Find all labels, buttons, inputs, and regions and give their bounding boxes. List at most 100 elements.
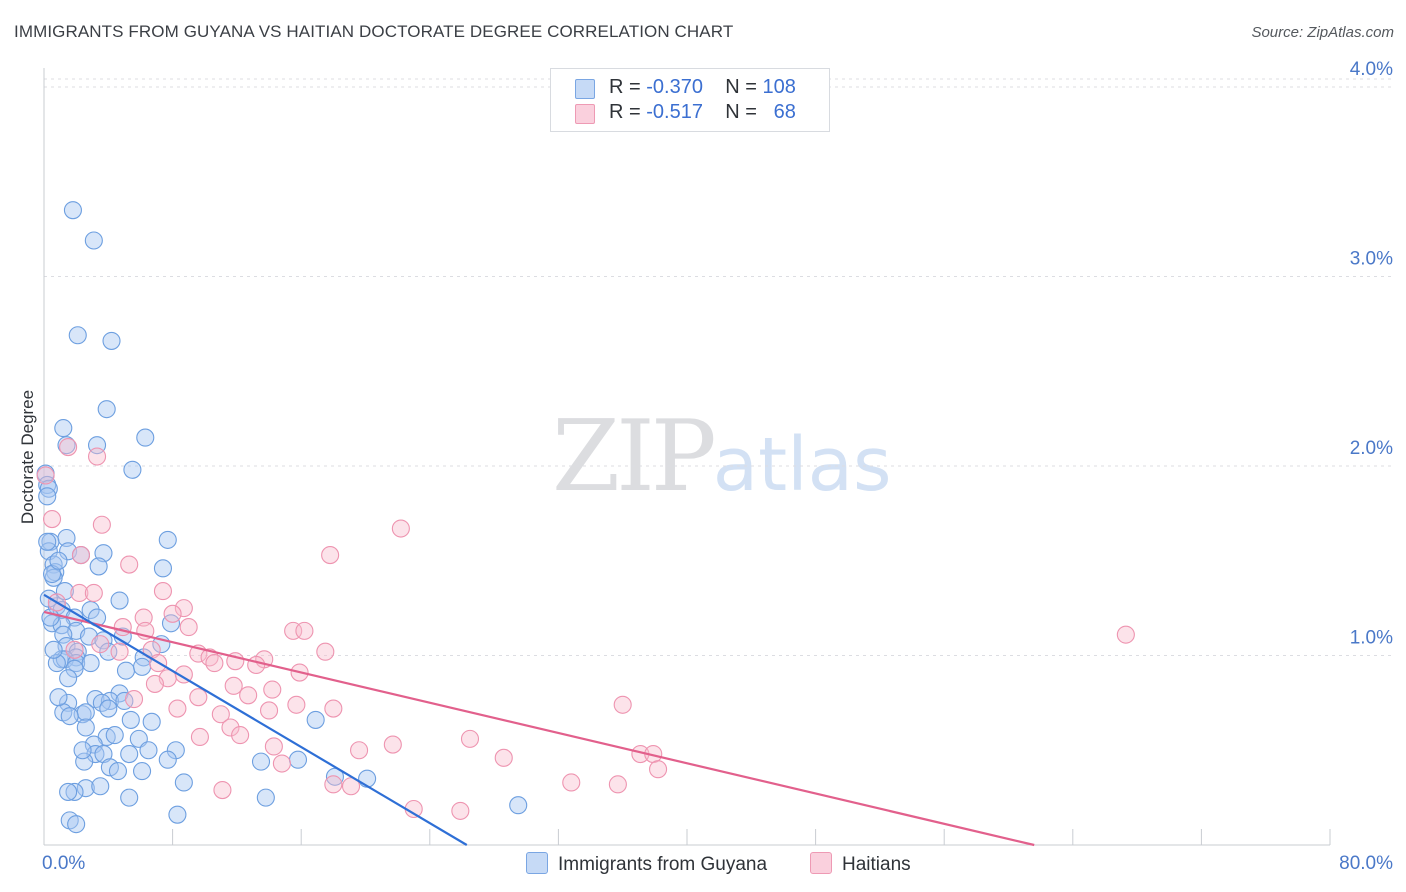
guyana-point	[89, 557, 108, 576]
haitians-point	[649, 760, 668, 779]
haitians-point	[145, 674, 164, 693]
guyana-point	[102, 331, 121, 350]
x-tick-label-min: 0.0%	[42, 853, 85, 874]
haitians-point	[224, 676, 243, 695]
guyana-point	[168, 805, 187, 824]
bottom-legend-haitians[interactable]: Haitians	[810, 852, 911, 876]
guyana-point	[73, 741, 92, 760]
guyana-point	[81, 654, 100, 673]
haitians-point	[189, 688, 208, 707]
guyana-point	[84, 735, 103, 754]
haitians-point	[91, 635, 110, 654]
haitians-point	[287, 695, 306, 714]
haitians-point	[494, 748, 513, 767]
haitians-point	[92, 515, 111, 534]
haitians-point	[324, 775, 343, 794]
haitians-point	[324, 699, 343, 718]
guyana-point	[44, 640, 63, 659]
series-guyana-points	[36, 201, 528, 834]
guyana-point	[121, 710, 140, 729]
haitians-point	[562, 773, 581, 792]
label-layer: 1.0% 2.0% 3.0% 4.0% 0.0% 80.0% Doctorate Degre…	[18, 59, 1393, 874]
source-credit: Source: ZipAtlas.com	[1251, 24, 1394, 41]
chart-title: IMMIGRANTS FROM GUYANA VS HAITIAN DOCTOR…	[14, 22, 734, 41]
haitians-point	[84, 583, 103, 603]
guyana-point	[306, 710, 325, 729]
haitians-point	[179, 618, 198, 637]
haitians-point	[71, 546, 91, 565]
x-tick-label-max: 80.0%	[1339, 853, 1393, 874]
guyana-point	[158, 530, 177, 549]
guyana-point	[47, 654, 66, 673]
haitians-point	[221, 718, 240, 737]
axis-layer	[43, 68, 1331, 846]
guyana-point	[76, 718, 95, 737]
legend-swatch-guyana	[575, 79, 595, 99]
haitians-point	[247, 655, 266, 675]
watermark-atlas: atlas	[712, 422, 892, 508]
grid-layer	[44, 78, 1392, 656]
guyana-point	[49, 688, 68, 707]
guyana-point	[59, 693, 78, 712]
guyana-point	[91, 777, 110, 796]
haitians-trend-line	[43, 610, 1035, 847]
haitians-point	[259, 701, 279, 720]
haitians-point	[1116, 625, 1135, 644]
haitians-point	[190, 727, 209, 747]
haitians-point	[36, 466, 55, 485]
haitians-point	[460, 729, 480, 748]
guyana-point	[251, 752, 271, 771]
guyana-point	[65, 782, 84, 801]
bottom-legend-swatch-guyana	[526, 852, 548, 874]
bottom-legend-guyana[interactable]: Immigrants from Guyana	[526, 852, 767, 876]
haitians-point	[321, 546, 340, 565]
guyana-point	[76, 779, 95, 798]
legend-n-haitians: 68	[773, 101, 796, 123]
guyana-point	[153, 559, 173, 578]
guyana-point	[84, 231, 103, 250]
y-axis-label: Doctorate Degree	[18, 390, 37, 524]
guyana-point	[54, 419, 73, 438]
haitians-point	[213, 780, 232, 800]
guyana-point	[133, 762, 152, 781]
watermark: ZIPatlas	[552, 400, 892, 514]
guyana-point	[288, 750, 308, 769]
guyana-point	[358, 769, 377, 788]
guyana-point	[76, 703, 95, 722]
legend-swatch-haitians	[575, 104, 595, 124]
guyana-point	[161, 614, 181, 633]
haitians-point	[59, 437, 78, 457]
guyana-point	[99, 699, 118, 718]
haitians-point	[350, 741, 369, 760]
legend-r-guyana: -0.370	[646, 76, 703, 98]
guyana-point	[133, 657, 152, 676]
guyana-point	[105, 726, 124, 745]
guyana-point	[67, 815, 86, 834]
haitians-point	[383, 735, 402, 754]
guyana-point	[256, 788, 275, 807]
haitians-point	[200, 648, 219, 667]
haitians-point	[120, 555, 139, 574]
haitians-point	[264, 737, 283, 756]
haitians-point	[451, 801, 470, 820]
haitians-point	[263, 680, 282, 699]
haitians-point	[174, 665, 193, 684]
guyana-point	[49, 551, 68, 570]
legend-r-haitians: -0.517	[646, 101, 703, 123]
guyana-point	[81, 600, 100, 620]
legend-n-guyana: 108	[762, 76, 796, 98]
guyana-point	[110, 591, 129, 610]
haitians-point	[153, 582, 173, 601]
guyana-point	[136, 428, 155, 447]
haitians-point	[174, 599, 193, 618]
haitians-point	[272, 754, 291, 773]
y-tick-label: 2.0%	[1350, 438, 1393, 459]
correlation-legend: R = -0.370 N = 108 R = -0.517 N = 68	[550, 68, 830, 132]
haitians-point	[231, 726, 250, 745]
haitians-point	[205, 654, 224, 673]
guyana-point	[509, 796, 528, 815]
y-tick-label: 4.0%	[1350, 59, 1393, 80]
guyana-point	[108, 762, 127, 781]
guyana-point	[65, 659, 84, 678]
